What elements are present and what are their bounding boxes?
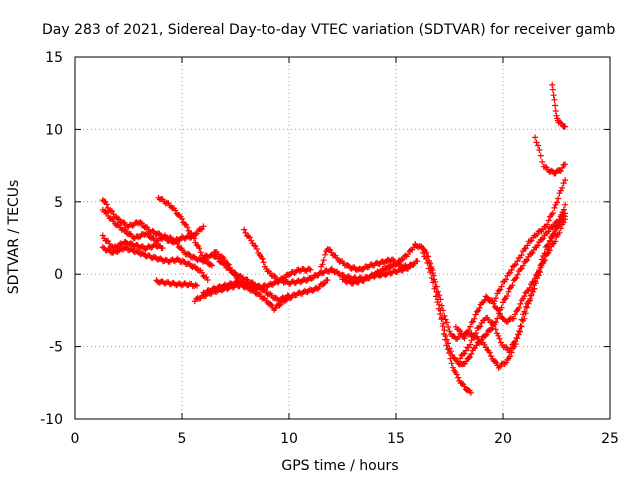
series-markers xyxy=(241,226,335,287)
plot-frame xyxy=(74,56,611,420)
series-markers xyxy=(491,177,569,305)
series-track-i xyxy=(241,226,335,287)
series-track-u xyxy=(549,81,569,130)
x-tick-label: 5 xyxy=(178,431,187,447)
tick-labels: 0 5 10 15 20 25 -10 -5 0 5 10 15 xyxy=(40,50,619,447)
x-tick-label: 15 xyxy=(387,431,405,447)
data-series xyxy=(99,81,569,396)
x-tick-label: 10 xyxy=(280,431,298,447)
x-tick-label: 25 xyxy=(601,431,619,447)
x-axis-label: GPS time / hours xyxy=(281,458,398,474)
x-tick-label: 0 xyxy=(71,431,80,447)
series-markers xyxy=(99,206,215,269)
series-markers xyxy=(457,201,569,362)
y-tick-label: 10 xyxy=(45,122,63,138)
series-markers xyxy=(211,249,260,293)
y-axis-label: SDTVAR / TECUs xyxy=(6,180,22,295)
chart-title: Day 283 of 2021, Sidereal Day-to-day VTE… xyxy=(42,22,615,38)
series-track-k xyxy=(318,246,414,274)
series-markers xyxy=(153,277,200,290)
series-markers xyxy=(318,246,414,274)
series-markers xyxy=(549,81,569,130)
series-track-m xyxy=(339,242,419,287)
series-track-j xyxy=(211,249,260,293)
series-markers xyxy=(339,242,419,287)
series-markers xyxy=(99,244,211,283)
series-markers xyxy=(532,134,569,177)
y-tick-label: -10 xyxy=(40,412,63,428)
series-track-b xyxy=(99,206,215,269)
series-track-c xyxy=(99,232,166,253)
y-tick-label: 5 xyxy=(54,195,63,211)
series-track-e xyxy=(153,277,200,290)
series-markers xyxy=(99,232,166,253)
y-tick-label: 15 xyxy=(45,50,63,66)
y-tick-label: -5 xyxy=(49,340,63,356)
y-tick-label: 0 xyxy=(54,267,63,283)
series-track-r xyxy=(457,201,569,362)
series-track-d xyxy=(99,244,211,283)
series-track-t xyxy=(532,134,569,177)
series-track-s xyxy=(491,177,569,305)
x-tick-label: 20 xyxy=(494,431,512,447)
